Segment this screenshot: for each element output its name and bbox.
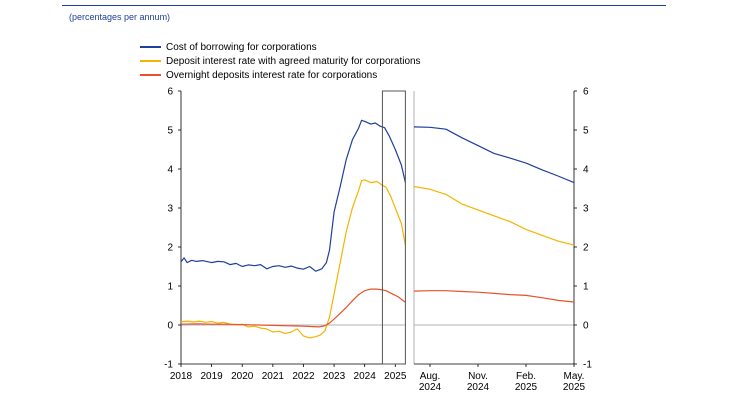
y-tick-label-right: 4 [583, 165, 589, 176]
zoom-panel: -1 0 1 2 3 4 5 6 Aug. 2024 Nov. 2024 Feb. 2025 May. 202… [413, 87, 592, 393]
y-tick-label-left: 5 [167, 126, 173, 137]
legend-label-cost-of-borrowing: Cost of borrowing for corporations [166, 41, 317, 53]
x-tick-label-left: 2022 [292, 371, 315, 382]
y-tick-label-left: 2 [167, 243, 173, 254]
units-label: (percentages per annum) [69, 12, 171, 22]
y-tick-label-right: 1 [583, 282, 589, 293]
y-tick-label-left: 0 [167, 321, 173, 332]
y-tick-label-right: 5 [583, 126, 589, 137]
series-line-cost-of-borrowing-for-corporations [180, 119, 406, 272]
legend-item-overnight-deposits: Overnight deposits interest rate for cor… [140, 68, 421, 82]
x-tick-label-right: Feb. 2025 [515, 371, 538, 393]
y-tick-label-right: 3 [583, 204, 589, 215]
y-tick-label-right: 6 [583, 87, 589, 98]
x-tick-label-left: 2018 [170, 371, 193, 382]
x-tick-label-left: 2023 [323, 371, 346, 382]
y-tick-label-left: 4 [167, 165, 173, 176]
chart-legend: Cost of borrowing for corporations Depos… [140, 40, 421, 82]
series-line-deposit-interest-rate-with-agreed-maturity-for-corporations [180, 179, 406, 339]
x-tick-label-left: 2025 [384, 371, 407, 382]
x-tick-label-left: 2021 [262, 371, 285, 382]
series-line-overnight-deposits-interest-rate-for-corporations [180, 288, 406, 328]
highlight-window-box [381, 90, 406, 365]
legend-swatch-cost-of-borrowing [140, 46, 161, 48]
x-tick-label-right: Aug. 2024 [419, 371, 442, 393]
zoom-series-line-cost-of-borrowing-for-corporations [413, 126, 575, 184]
legend-label-overnight-deposits: Overnight deposits interest rate for cor… [166, 69, 378, 81]
legend-swatch-agreed-maturity [140, 60, 161, 62]
y-tick-label-right: 2 [583, 243, 589, 254]
x-tick-label-right: Nov. 2024 [467, 371, 490, 393]
legend-label-agreed-maturity: Deposit interest rate with agreed maturi… [166, 55, 421, 67]
zoom-series-line-overnight-deposits-interest-rate-for-corporations [413, 290, 575, 303]
zoom-series-line-deposit-interest-rate-with-agreed-maturity-for-corporations [413, 185, 575, 246]
y-tick-label-left: 6 [167, 87, 173, 98]
legend-item-cost-of-borrowing: Cost of borrowing for corporations [140, 40, 421, 54]
header-rule [62, 5, 666, 6]
y-tick-label-right: -1 [583, 360, 592, 371]
y-tick-label-left: 3 [167, 204, 173, 215]
y-tick-label-left: -1 [164, 360, 173, 371]
x-tick-label-left: 2019 [200, 371, 223, 382]
legend-swatch-overnight-deposits [140, 74, 161, 76]
legend-item-agreed-maturity: Deposit interest rate with agreed maturi… [140, 54, 421, 68]
y-tick-label-right: 0 [583, 321, 589, 332]
x-tick-label-left: 2020 [231, 371, 254, 382]
full-period-panel: -1 0 1 2 3 4 5 6 2018 2019 2020 2021 2022 2023 2024 202… [164, 87, 407, 383]
x-tick-label-left: 2024 [354, 371, 377, 382]
y-tick-label-left: 1 [167, 282, 173, 293]
x-tick-label-right: May. 2025 [563, 371, 586, 393]
